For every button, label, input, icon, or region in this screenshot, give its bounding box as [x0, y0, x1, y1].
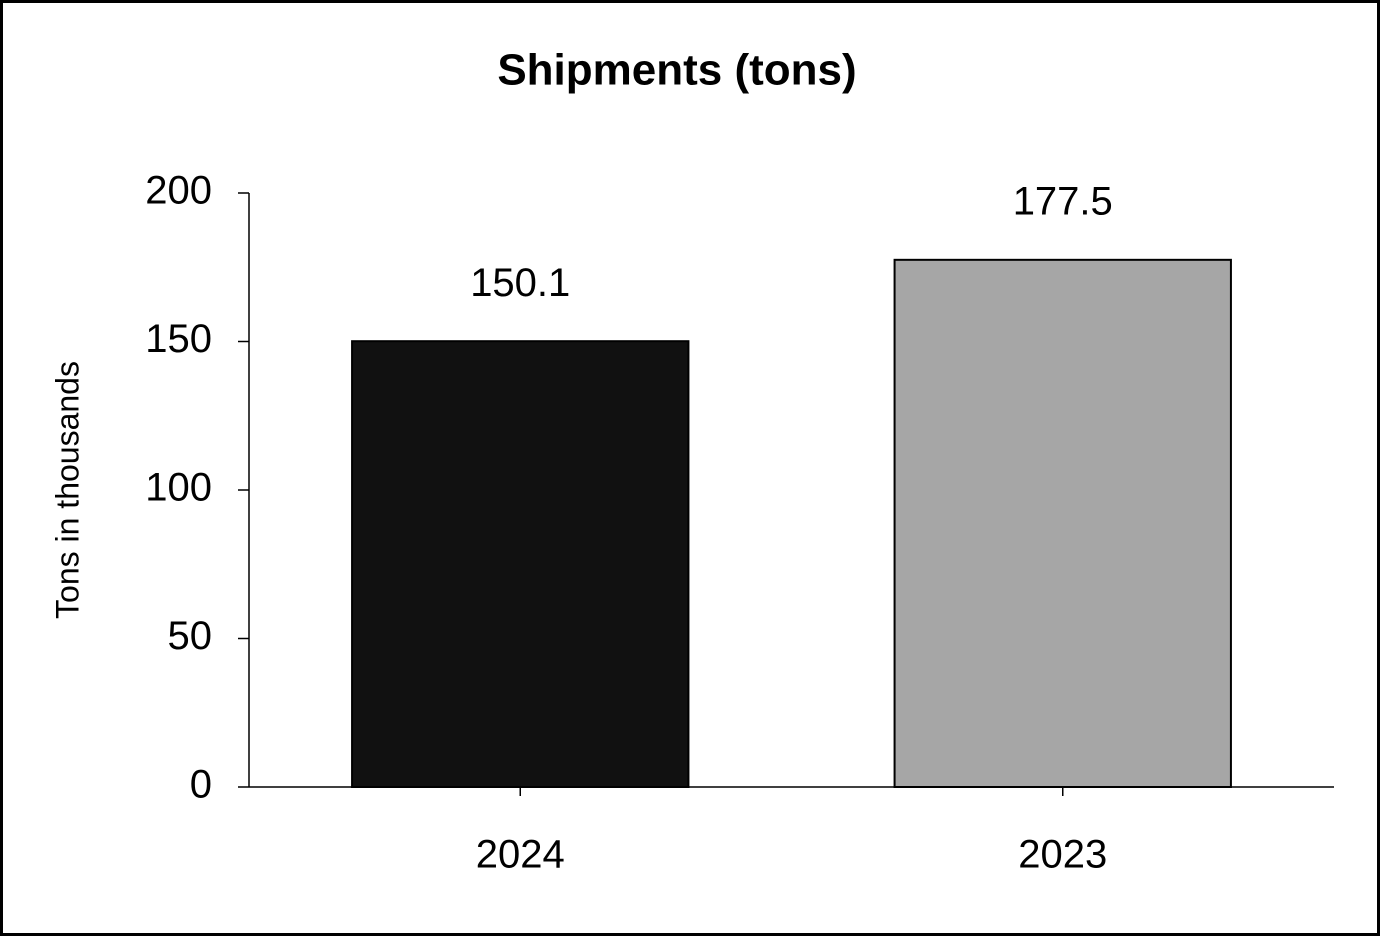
y-tick-label: 150	[145, 317, 212, 361]
chart-title: Shipments (tons)	[497, 46, 856, 95]
y-tick-label: 50	[168, 614, 213, 658]
bar	[351, 340, 690, 788]
y-tick-label: 0	[190, 763, 212, 807]
value-label: 177.5	[1013, 179, 1113, 223]
x-tick-label: 2024	[476, 833, 565, 877]
x-tick-label: 2023	[1018, 833, 1107, 877]
value-label: 150.1	[470, 261, 570, 305]
bar	[893, 258, 1232, 788]
y-axis-label: Tons in thousands	[49, 361, 85, 619]
y-tick-label: 100	[145, 466, 212, 510]
y-tick-label: 200	[145, 169, 212, 213]
